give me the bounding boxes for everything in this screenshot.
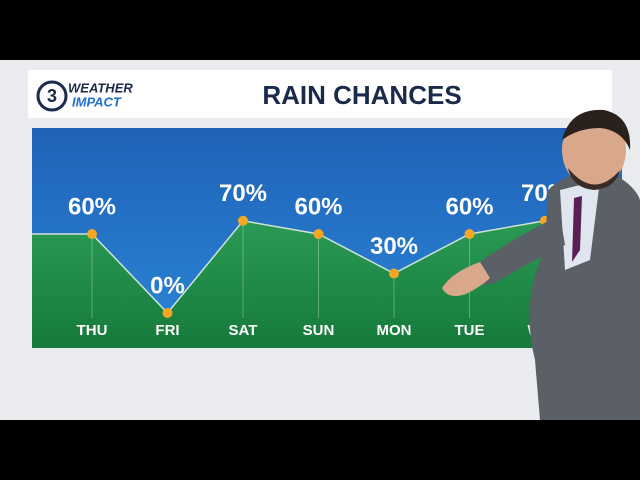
rain-point xyxy=(464,228,475,239)
rain-area xyxy=(32,220,622,348)
tie xyxy=(572,196,582,262)
x-tick-label: SUN xyxy=(303,322,335,339)
arm xyxy=(474,215,565,285)
value-label: 60% xyxy=(294,193,342,220)
chart-title: RAIN CHANCES xyxy=(262,80,461,110)
value-label: 70% xyxy=(219,180,267,207)
hair xyxy=(562,109,631,150)
logo-number: 3 xyxy=(47,86,57,106)
beard xyxy=(568,168,620,190)
rain-point xyxy=(313,228,324,239)
rain-point xyxy=(87,228,97,239)
logo-brand: IMPACT xyxy=(72,94,122,109)
x-tick-label: THU xyxy=(77,322,108,339)
x-tick-label: TUE xyxy=(455,322,485,339)
hand xyxy=(442,262,490,296)
rain-point xyxy=(238,215,248,226)
value-label: 60% xyxy=(68,193,116,220)
x-tick-label: FRI xyxy=(155,322,179,339)
rain-point xyxy=(162,308,173,318)
value-label: 30% xyxy=(370,233,418,260)
value-label: 60% xyxy=(445,193,493,220)
value-label: 0% xyxy=(150,272,185,299)
rain-point xyxy=(389,268,399,279)
header-bar xyxy=(28,70,612,118)
presenter xyxy=(442,109,640,420)
logo-circle xyxy=(36,80,68,112)
plot: 60%THU0%FRI70%SAT60%SUN30%MON60%TUE70%WE… xyxy=(32,180,622,348)
logo-brand: WEATHER xyxy=(68,80,133,95)
x-tick-label: MON xyxy=(377,322,412,339)
x-tick-label: SAT xyxy=(229,322,258,339)
